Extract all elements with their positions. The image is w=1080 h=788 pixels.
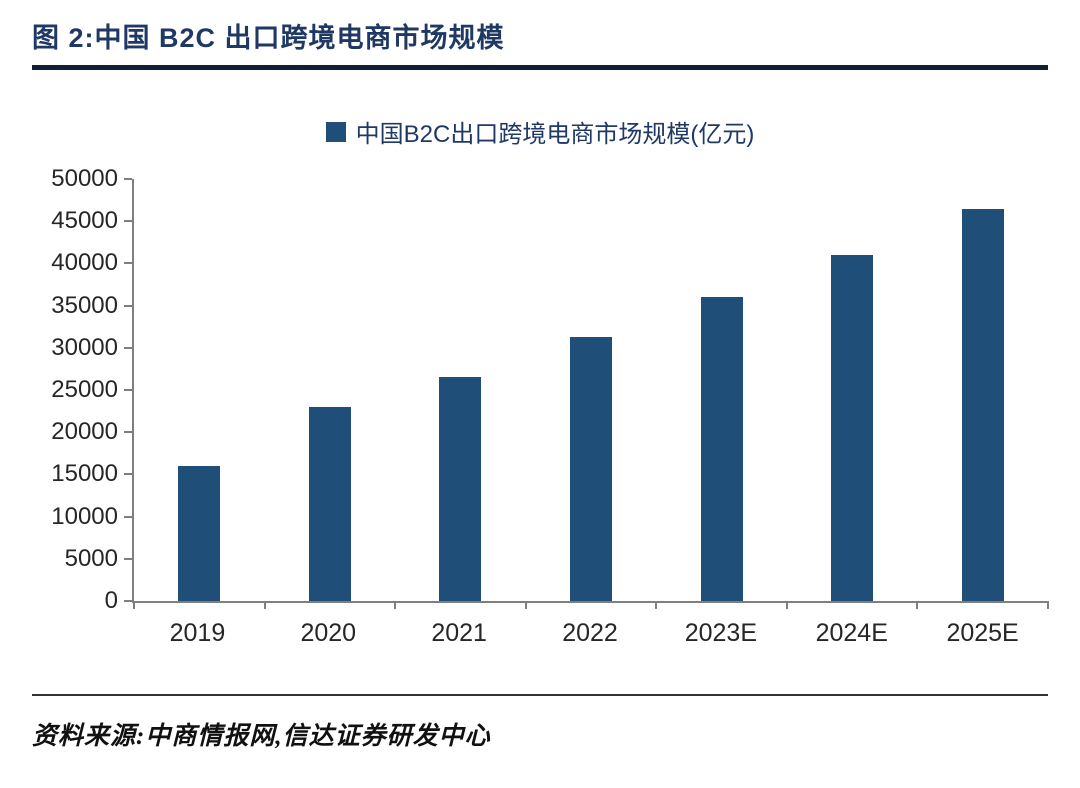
y-tick-label: 50000 [51,165,118,192]
bar [178,465,221,601]
x-tick-label: 2025E [946,619,1019,647]
y-tick-label: 5000 [64,544,118,572]
bar-chart: 0 5000 10000 15000 20000 25000 30000 35000 40000… [32,165,1049,614]
y-tick-label: 20000 [51,418,118,446]
x-tick-mark [785,601,788,609]
x-axis-labels: 2019 2020 2021 2022 2023E 2024E 2025E [132,619,1048,648]
x-tick-mark [394,601,397,609]
y-tick-label: 25000 [51,376,118,403]
bar-slot [656,179,787,601]
legend-label: 中国B2C出口跨境电商市场规模(亿元) [355,121,755,148]
x-tick-label: 2024E [815,619,888,647]
chart-legend: 中国B2C出口跨境电商市场规模(亿元) [32,114,1048,149]
footer-divider [32,694,1048,696]
source-text: 资料来源:中商情报网,信达证券研发中心 [32,723,491,750]
y-tick-label: 10000 [51,502,118,530]
y-tick-label: 0 [104,587,118,614]
y-tick-mark [124,557,132,560]
y-tick-mark [124,346,132,349]
bar-slot [917,179,1048,601]
bar-slot [787,179,918,601]
title-divider [32,65,1048,70]
y-tick-mark [124,304,132,307]
bar [570,336,613,601]
bar-slot [265,179,396,601]
x-tick-mark [1047,601,1049,609]
y-tick-mark [124,515,132,518]
x-tick-label: 2020 [300,619,357,647]
bar [831,254,874,601]
bar [439,376,482,601]
x-tick-mark [524,601,527,609]
plot-area [124,178,1049,609]
x-tick-label: 2023E [684,619,758,647]
x-tick-mark [133,601,135,609]
y-tick-label: 35000 [51,291,118,319]
x-tick-mark [263,601,266,609]
x-tick-mark [655,601,658,609]
y-tick-mark [124,262,132,265]
y-axis: 0 5000 10000 15000 20000 25000 30000 35000 40000… [32,165,132,614]
figure-title: 图 2:中国 B2C 出口跨境电商市场规模 [32,23,505,53]
y-tick-mark [124,178,132,180]
y-tick-label: 15000 [51,460,118,488]
legend-swatch [325,121,346,142]
bar-slot [395,179,526,601]
y-tick-mark [124,389,132,391]
bar [700,297,743,601]
y-tick-mark [124,220,132,223]
y-tick-label: 40000 [51,249,118,277]
y-tick-label: 30000 [51,333,118,361]
bar-slot [526,179,657,601]
y-tick-mark [124,600,132,602]
y-tick-mark [124,473,132,476]
y-tick-mark [124,431,132,434]
x-tick-label: 2022 [562,619,618,647]
x-tick-label: 2021 [431,619,487,647]
y-tick-label: 45000 [51,207,118,235]
bar [308,406,351,601]
bar [961,209,1004,601]
bar-slot [134,179,265,601]
x-tick-label: 2019 [169,619,226,647]
x-tick-mark [916,601,919,609]
